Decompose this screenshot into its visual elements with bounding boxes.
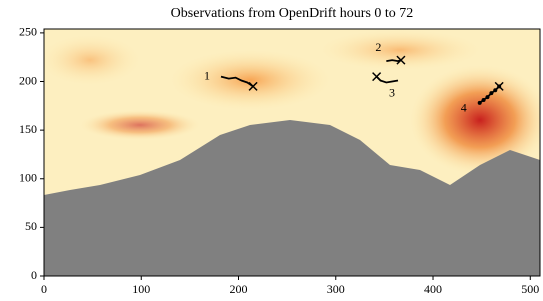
heatmap-background (40, 29, 543, 276)
x-tick-label: 200 (230, 282, 248, 296)
trajectory-line (386, 60, 401, 61)
trajectory-label: 1 (204, 68, 210, 82)
trajectory-label: 3 (389, 85, 395, 99)
x-tick-label: 400 (424, 282, 442, 296)
y-tick-label: 150 (19, 122, 37, 136)
trajectory-point (482, 98, 486, 102)
trajectory-point (485, 95, 489, 99)
y-tick-label: 250 (19, 25, 37, 39)
y-tick-label: 100 (19, 171, 37, 185)
trajectory-label: 2 (375, 40, 381, 54)
x-tick-label: 300 (327, 282, 345, 296)
trajectory-point (478, 101, 482, 105)
trajectory-label: 4 (461, 101, 467, 115)
y-tick-label: 0 (31, 268, 37, 282)
x-tick-label: 500 (521, 282, 539, 296)
y-tick-label: 50 (25, 219, 37, 233)
y-tick-label: 200 (19, 73, 37, 87)
chart: Observations from OpenDrift hours 0 to 7… (0, 0, 543, 301)
x-tick-label: 0 (41, 282, 47, 296)
trajectory-point (489, 91, 493, 95)
chart-title: Observations from OpenDrift hours 0 to 7… (171, 6, 414, 21)
x-tick-label: 100 (132, 282, 150, 296)
